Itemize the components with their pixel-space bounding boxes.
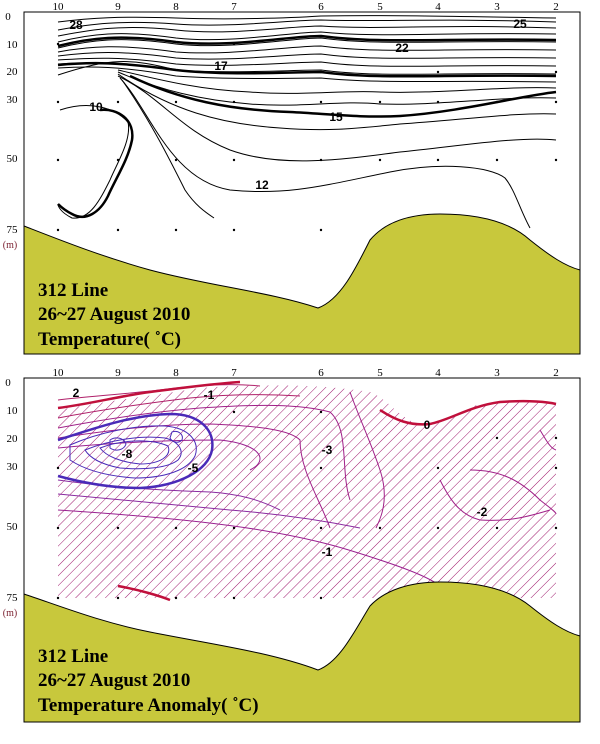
contour-label: 25 xyxy=(513,17,527,31)
depth-unit: (m) xyxy=(3,240,17,251)
station-label: 5 xyxy=(377,367,383,379)
station-label: 2 xyxy=(553,367,559,379)
contour-label: 28 xyxy=(69,18,83,32)
caption-line-1: 312 Line xyxy=(38,280,108,301)
anomaly-caption: 312 Line 26~27 August 2010 Temperature A… xyxy=(38,646,259,716)
station-label: 9 xyxy=(115,1,121,13)
depth-label: 75 xyxy=(7,224,19,236)
depth-label: 20 xyxy=(7,66,19,78)
sample-points xyxy=(56,410,558,600)
station-label: 10 xyxy=(53,367,65,379)
contour-label: -8 xyxy=(122,447,133,461)
station-label: 3 xyxy=(494,367,500,379)
contour-label: -5 xyxy=(188,461,199,475)
depth-label: 20 xyxy=(7,433,19,445)
contour-label: 17 xyxy=(214,59,228,73)
x-station-labels: 10 9 8 7 6 5 4 3 2 xyxy=(53,1,559,13)
temperature-caption: 312 Line 26~27 August 2010 Temperature( … xyxy=(38,280,190,350)
station-label: 8 xyxy=(173,1,179,13)
contour-label: -3 xyxy=(322,443,333,457)
temperature-bold-contours xyxy=(57,34,557,219)
anomaly-panel: 10 9 8 7 6 5 4 3 2 0 10 20 30 50 75 (m) xyxy=(3,367,581,723)
depth-label: 75 xyxy=(7,592,19,604)
temperature-contour-labels: 28 25 22 17 15 10 12 xyxy=(69,17,527,192)
caption-line-3: Temperature Anomaly( ˚C) xyxy=(38,695,259,716)
station-label: 5 xyxy=(377,1,383,13)
temperature-panel: 10 9 8 7 6 5 4 3 2 0 10 20 30 50 75 (m) xyxy=(3,1,581,355)
station-label: 4 xyxy=(435,367,441,379)
depth-label: 0 xyxy=(5,11,11,23)
depth-label: 10 xyxy=(7,405,19,417)
contour-label: 2 xyxy=(73,386,80,400)
y-depth-labels: 0 10 20 30 50 75 (m) xyxy=(3,377,18,619)
station-label: 7 xyxy=(231,1,237,13)
depth-label: 50 xyxy=(7,521,19,533)
station-label: 9 xyxy=(115,367,121,379)
station-label: 6 xyxy=(318,1,324,13)
depth-label: 0 xyxy=(5,377,11,389)
contour-label: -1 xyxy=(322,545,333,559)
anomaly-strong-contours xyxy=(57,380,557,602)
contour-label: 0 xyxy=(424,418,431,432)
station-label: 7 xyxy=(231,367,237,379)
depth-label: 30 xyxy=(7,461,19,473)
station-label: 4 xyxy=(435,1,441,13)
anomaly-contour-labels: 2 -1 -8 -5 -3 0 -2 -1 xyxy=(73,386,488,559)
x-station-labels: 10 9 8 7 6 5 4 3 2 xyxy=(53,367,559,379)
station-label: 6 xyxy=(318,367,324,379)
depth-label: 50 xyxy=(7,153,19,165)
y-depth-labels: 0 10 20 30 50 75 (m) xyxy=(3,11,18,251)
contour-label: 10 xyxy=(89,100,103,114)
temperature-contours xyxy=(57,15,557,229)
caption-line-3: Temperature( ˚C) xyxy=(38,329,181,350)
contour-label: 15 xyxy=(329,110,343,124)
caption-line-2: 26~27 August 2010 xyxy=(38,670,190,691)
caption-line-1: 312 Line xyxy=(38,646,108,667)
station-label: 8 xyxy=(173,367,179,379)
contour-label: 22 xyxy=(395,41,409,55)
contour-label: -2 xyxy=(477,505,488,519)
seafloor-terrain xyxy=(23,581,581,723)
depth-label: 10 xyxy=(7,39,19,51)
station-label: 2 xyxy=(553,1,559,13)
depth-unit: (m) xyxy=(3,608,17,619)
caption-line-2: 26~27 August 2010 xyxy=(38,304,190,325)
station-label: 10 xyxy=(53,1,65,13)
contour-label: 12 xyxy=(255,178,269,192)
depth-label: 30 xyxy=(7,94,19,106)
seafloor-terrain xyxy=(23,213,581,355)
contour-label: -1 xyxy=(204,388,215,402)
station-label: 3 xyxy=(494,1,500,13)
